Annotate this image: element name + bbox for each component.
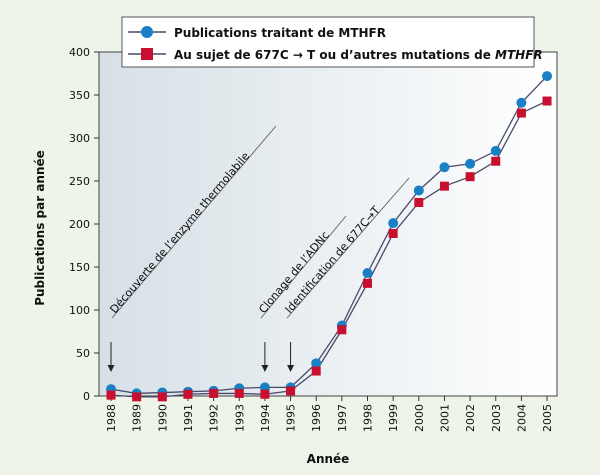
annotation-arrow-head-3 (287, 365, 295, 372)
series-1-point-2005 (542, 71, 553, 82)
annotation-leader-2 (260, 215, 347, 319)
x-tick-label-1993: 1993 (233, 404, 246, 432)
legend-label-series-2: Au sujet de 677C → T ou d’autres mutatio… (174, 48, 543, 62)
y-tick-label-200: 200 (69, 218, 90, 231)
series-1-point-2000 (413, 185, 424, 196)
x-tick-label-2002: 2002 (464, 404, 477, 432)
x-tick-label-2000: 2000 (413, 404, 426, 432)
series-2-point-2004 (516, 108, 526, 118)
series-1-point-1999 (388, 218, 399, 229)
legend-label-series-2-part-1: Au sujet de 677C (174, 48, 293, 62)
plot-area (98, 51, 558, 397)
series-2-point-1990 (157, 392, 167, 402)
legend-label-series-2-italic: MTHFR (495, 48, 543, 62)
series-2-point-1992 (209, 388, 219, 398)
y-tick-label-350: 350 (69, 89, 90, 102)
series-2-point-2005 (542, 96, 552, 106)
series-2-point-1988 (106, 390, 116, 400)
series-2-point-1993 (234, 388, 244, 398)
y-tick-label-250: 250 (69, 175, 90, 188)
series-2-point-1995 (286, 386, 296, 396)
legend-label-series-1: Publications traitant de MTHFR (174, 26, 386, 40)
series-1-point-1998 (362, 268, 373, 279)
x-tick-label-1990: 1990 (156, 404, 169, 432)
series-2-point-1994 (260, 389, 270, 399)
series-2-point-1998 (363, 278, 372, 288)
x-axis: 1988 1989 1990 1991 1992 1993 1994 1995 1996 1997… (105, 396, 554, 432)
legend: Publications traitant de MTHFR Au sujet … (121, 16, 543, 68)
x-tick-label-2005: 2005 (541, 404, 554, 432)
annotation-leader-3 (286, 177, 410, 319)
series-2-point-2000 (414, 198, 424, 207)
legend-box (121, 16, 535, 68)
x-tick-label-2001: 2001 (438, 404, 451, 432)
x-tick-label-1999: 1999 (387, 404, 400, 432)
series-2-point-1997 (337, 325, 347, 335)
x-tick-label-1997: 1997 (336, 404, 349, 432)
y-axis: 0 50 100 150 200 250 300 350 400 (69, 46, 99, 403)
y-tick-label-300: 300 (69, 132, 90, 145)
annotation-arrow-head-2 (261, 365, 269, 372)
series-2-point-2003 (491, 156, 501, 166)
series-1-point-1996 (311, 358, 322, 369)
y-tick-label-150: 150 (69, 261, 90, 274)
series-1-point-2004 (516, 97, 527, 108)
legend-marker-series-1 (141, 26, 153, 38)
y-tick-label-100: 100 (69, 304, 90, 317)
series-2-point-1989 (132, 392, 142, 402)
x-axis-label: Année (307, 452, 350, 466)
x-tick-label-1996: 1996 (310, 404, 323, 432)
series-2-point-2002 (465, 172, 475, 182)
x-tick-label-1991: 1991 (182, 404, 195, 432)
x-tick-label-2003: 2003 (490, 404, 503, 432)
series-layer (106, 71, 553, 402)
x-tick-label-1989: 1989 (131, 404, 144, 432)
legend-marker-series-2 (141, 48, 153, 60)
y-tick-label-50: 50 (76, 347, 90, 360)
series-2-point-1996 (311, 366, 321, 376)
x-tick-label-1992: 1992 (208, 404, 221, 432)
series-2-point-1999 (388, 228, 398, 238)
y-axis-label: Publications par année (33, 150, 47, 306)
series-2-point-2001 (439, 181, 449, 191)
x-tick-label-2004: 2004 (515, 404, 528, 432)
series-1-point-2001 (439, 162, 450, 173)
y-tick-label-400: 400 (69, 46, 90, 59)
legend-label-series-2-arrow: → (293, 48, 303, 62)
x-tick-label-1995: 1995 (285, 404, 298, 432)
y-tick-label-0: 0 (83, 390, 90, 403)
annotation-arrow-head-1 (107, 365, 115, 372)
x-tick-label-1988: 1988 (105, 404, 118, 432)
series-1-point-2003 (490, 145, 501, 156)
x-tick-label-1998: 1998 (362, 404, 375, 432)
x-tick-label-1994: 1994 (259, 404, 272, 432)
legend-label-series-2-part-3: T ou d’autres mutations de (303, 48, 495, 62)
annotation-leader-1 (111, 125, 277, 319)
series-2-point-1991 (183, 389, 193, 399)
series-1-point-2002 (465, 158, 476, 169)
